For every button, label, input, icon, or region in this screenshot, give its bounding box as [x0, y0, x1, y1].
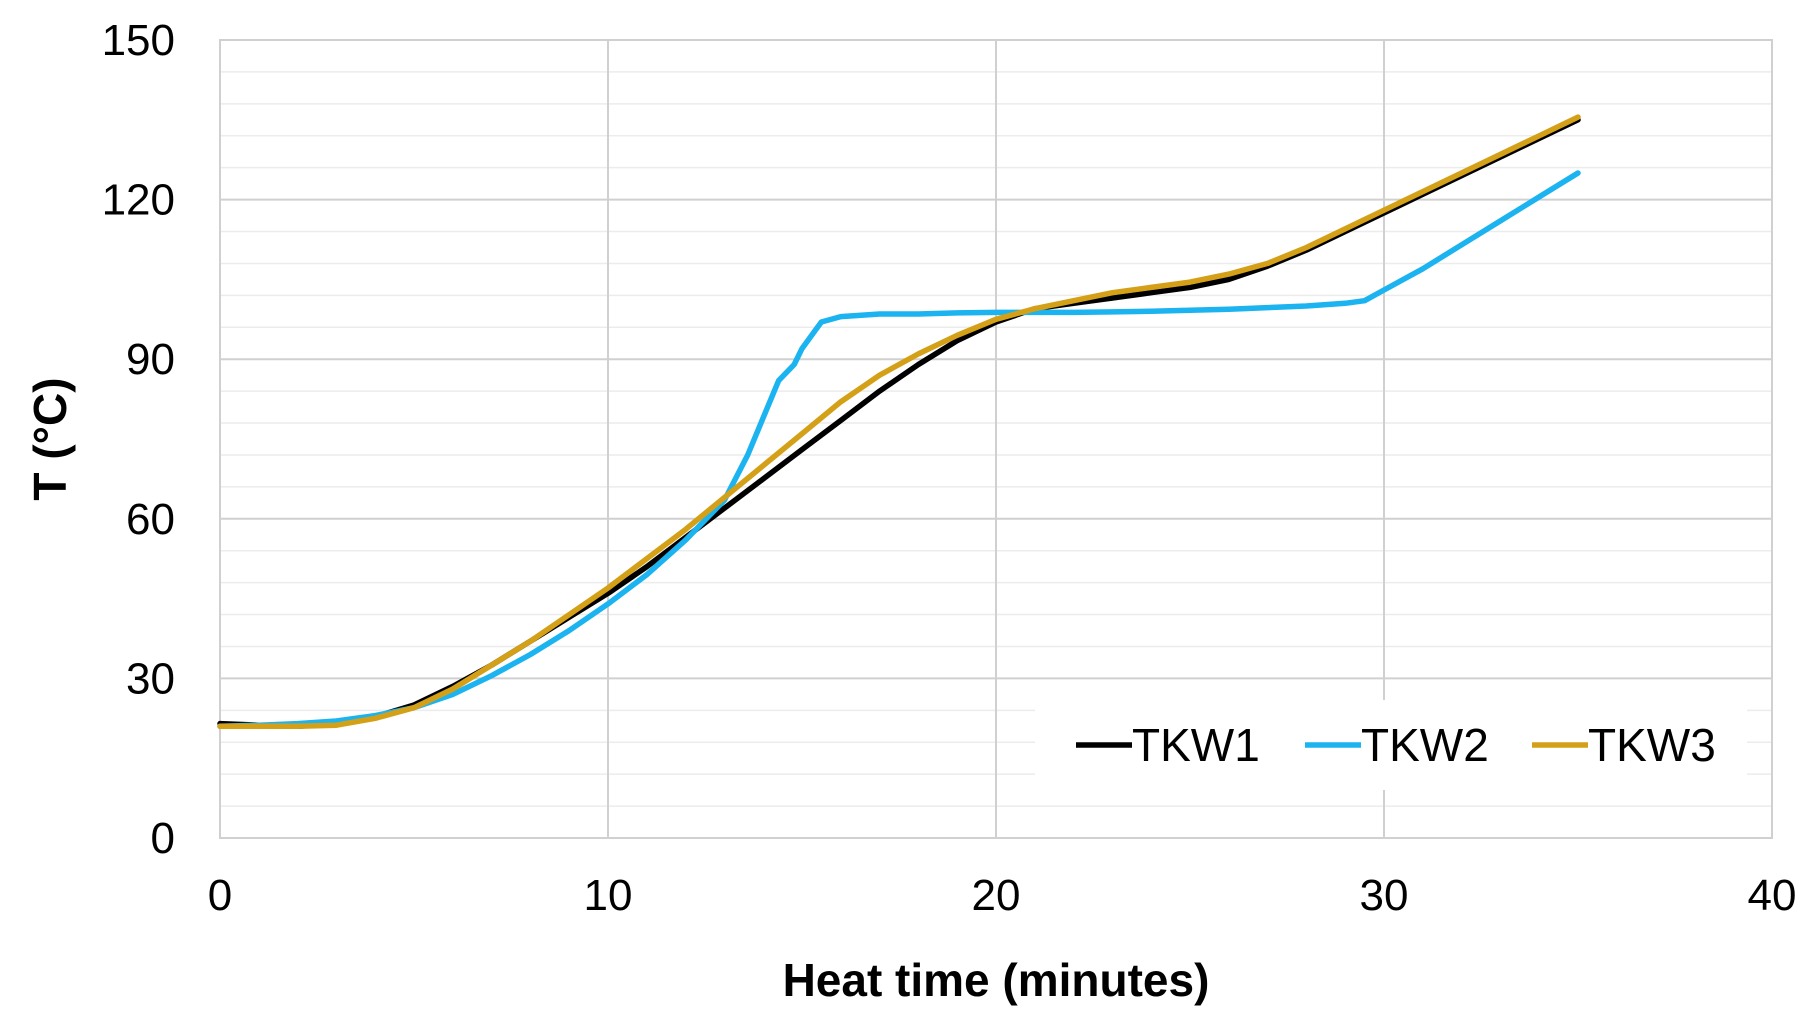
- x-axis-title: Heat time (minutes): [783, 954, 1210, 1006]
- y-tick-label: 90: [126, 335, 175, 384]
- series-lines: [217, 114, 1581, 730]
- legend-label-tkw1: TKW1: [1132, 719, 1260, 771]
- y-tick-label: 150: [102, 16, 175, 65]
- legend-background: [1035, 700, 1747, 790]
- plot-area-border: [219, 39, 1773, 839]
- series-line-tkw3: [217, 114, 1581, 730]
- y-tick-label: 60: [126, 495, 175, 544]
- legend-label-tkw3: TKW3: [1588, 719, 1716, 771]
- x-axis-ticks: 0 10 20 30 40: [208, 871, 1797, 920]
- x-tick-label: 30: [1360, 871, 1409, 920]
- y-axis-ticks: 0 30 60 90 120 150: [102, 16, 175, 863]
- legend: TKW1 TKW2 TKW3: [1035, 700, 1747, 790]
- x-tick-label: 0: [208, 871, 232, 920]
- y-axis-title: T (°C): [24, 377, 76, 500]
- series-line-tkw2: [217, 170, 1581, 730]
- y-tick-label: 0: [151, 814, 175, 863]
- x-tick-label: 20: [972, 871, 1021, 920]
- legend-label-tkw2: TKW2: [1361, 719, 1489, 771]
- x-tick-label: 10: [584, 871, 633, 920]
- y-tick-label: 30: [126, 654, 175, 703]
- y-tick-label: 120: [102, 176, 175, 225]
- x-tick-label: 40: [1748, 871, 1797, 920]
